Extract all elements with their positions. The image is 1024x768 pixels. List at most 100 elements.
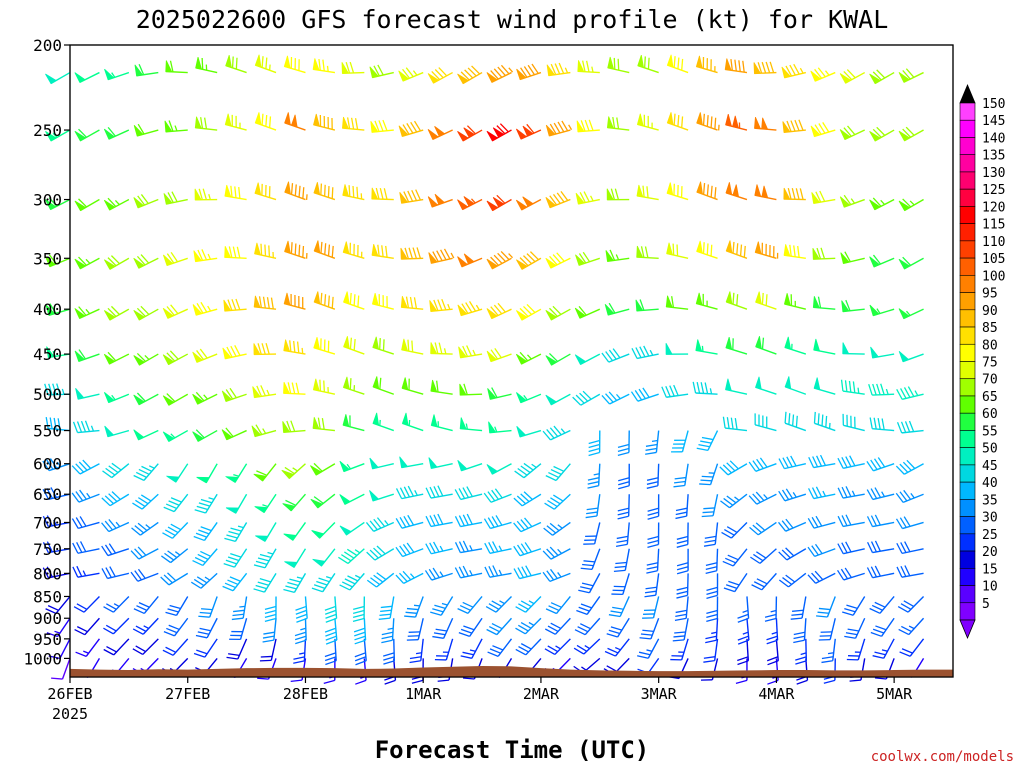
wind-barb <box>483 488 512 503</box>
wind-barb <box>313 240 336 259</box>
wind-barb <box>545 463 571 482</box>
wind-barb <box>342 184 365 201</box>
wind-barb <box>283 55 306 74</box>
wind-barb <box>133 352 159 366</box>
wind-barb <box>409 638 424 664</box>
wind-barb <box>637 638 660 659</box>
colorbar-swatch <box>959 395 976 414</box>
colorbar-label: 130 <box>982 166 1005 181</box>
wind-barb <box>618 463 630 490</box>
wind-barb <box>457 301 483 317</box>
wind-barb <box>101 566 130 580</box>
wind-barb <box>583 522 601 545</box>
wind-barb <box>574 305 601 319</box>
wind-barb <box>545 191 571 209</box>
x-tick-label: 26FEB <box>47 685 92 703</box>
wind-barb <box>254 493 277 514</box>
colorbar-swatch <box>959 499 976 517</box>
wind-barb <box>750 548 777 564</box>
wind-barb <box>896 541 924 555</box>
wind-barb <box>395 570 424 585</box>
wind-barb <box>699 463 719 486</box>
wind-barb <box>425 513 453 528</box>
wind-barb <box>74 306 100 320</box>
wind-barb <box>544 493 571 510</box>
wind-barb <box>545 596 571 615</box>
wind-barb <box>813 377 836 395</box>
wind-barb <box>644 573 660 598</box>
wind-barb <box>162 638 189 656</box>
wind-barb <box>842 413 865 432</box>
wind-barb <box>371 293 394 310</box>
wind-barb <box>42 487 71 501</box>
wind-barb <box>194 188 218 201</box>
y-tick-label: 600 <box>33 455 62 474</box>
wind-barb <box>546 62 571 77</box>
colorbar-label: 65 <box>982 390 998 405</box>
wind-barb <box>869 254 895 268</box>
wind-barb <box>252 385 277 399</box>
wind-barb <box>338 548 365 565</box>
wind-barb <box>165 596 189 617</box>
wind-barb <box>71 489 100 503</box>
wind-barb <box>606 188 630 201</box>
wind-barb <box>576 596 601 616</box>
wind-barb <box>42 541 71 554</box>
wind-barb <box>869 197 895 211</box>
wind-barb <box>869 69 895 85</box>
wind-barb <box>896 420 924 434</box>
wind-barb <box>617 494 630 520</box>
wind-barb <box>545 305 571 321</box>
wind-barb <box>695 339 718 355</box>
wind-barb <box>692 381 718 395</box>
wind-barb <box>636 113 659 131</box>
wind-barb <box>778 547 807 561</box>
wind-barb <box>222 572 248 592</box>
wind-barb <box>719 460 748 476</box>
wind-barbs <box>42 54 925 685</box>
speed-colorbar: 1501451401351301251201151101051009590858… <box>959 83 1005 640</box>
wind-barb <box>428 457 453 469</box>
wind-barb <box>103 197 130 211</box>
wind-barb <box>312 58 336 74</box>
wind-barb <box>513 542 542 557</box>
terrain-surface <box>70 665 953 677</box>
wind-barb <box>487 638 513 657</box>
wind-barb <box>484 565 512 578</box>
wind-barb <box>542 568 571 583</box>
wind-barb <box>132 617 159 635</box>
wind-barb <box>133 194 159 209</box>
wind-barb <box>812 296 836 310</box>
wind-barb <box>898 350 924 363</box>
wind-barb <box>611 573 630 596</box>
wind-barb <box>160 572 189 586</box>
wind-barb <box>811 190 836 204</box>
wind-barb <box>866 487 895 501</box>
wind-barb <box>577 60 600 74</box>
wind-barb <box>666 112 689 131</box>
wind-barb <box>401 338 424 355</box>
wind-barb <box>646 548 660 574</box>
wind-barb <box>400 296 424 310</box>
x-tick-label: 4MAR <box>758 685 795 703</box>
wind-barb <box>103 392 130 404</box>
wind-barb <box>103 126 130 140</box>
colorbar-swatch <box>959 602 976 621</box>
wind-barb <box>262 618 277 643</box>
wind-barb <box>543 521 571 536</box>
wind-barb <box>101 491 130 507</box>
wind-barb <box>896 386 924 400</box>
wind-barb <box>575 191 600 205</box>
wind-barb <box>870 617 895 637</box>
wind-barb <box>574 353 601 366</box>
credit-link[interactable]: coolwx.com/models <box>871 749 1014 765</box>
wind-barb <box>666 182 689 201</box>
wind-barb <box>615 522 630 548</box>
wind-barb <box>790 596 807 620</box>
wind-barb <box>578 573 601 594</box>
wind-barb <box>44 383 71 396</box>
wind-barb <box>163 191 188 205</box>
wind-barb <box>755 376 777 395</box>
wind-barb <box>406 618 424 641</box>
wind-barb <box>42 458 71 472</box>
